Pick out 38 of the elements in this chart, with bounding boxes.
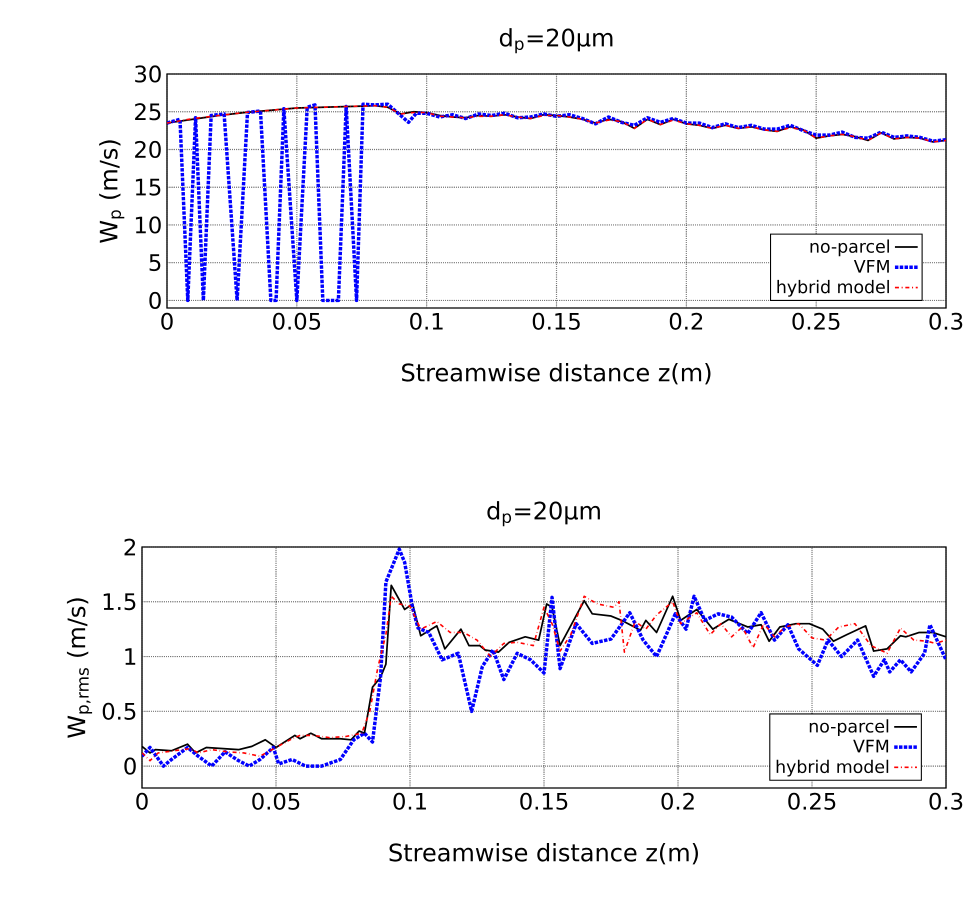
x-tick-label: 0.1 — [393, 792, 426, 810]
y-tick-label: 10 — [136, 216, 161, 234]
x-tick-label: 0.25 — [792, 312, 840, 330]
x-tick-label: 0 — [161, 312, 173, 330]
chart-title: d$_{p}$=20µm — [500, 28, 612, 54]
y-tick-label: 15 — [136, 178, 160, 196]
legend-label: hybrid model — [777, 280, 889, 297]
y-tick-label: 30 — [135, 65, 161, 83]
legend-label: no-parcel — [810, 239, 889, 256]
chart-title: d$_{p}$=20µm — [487, 501, 600, 526]
legend-label: VFM — [853, 740, 888, 752]
x-tick-label: 0.2 — [661, 792, 694, 810]
y-tick-label: 5 — [150, 254, 160, 272]
y-tick-label: 1 — [125, 648, 136, 665]
y-tick-label: 25 — [135, 103, 160, 120]
y-axis-title: W$_{p}$ (m/s) — [99, 140, 124, 243]
x-tick-label: 0.05 — [252, 792, 300, 810]
x-tick-label: 0.2 — [670, 312, 702, 330]
x-tick-label: 0.3 — [929, 312, 962, 330]
x-tick-label: 0.05 — [273, 312, 320, 330]
y-tick-label: 0 — [149, 292, 161, 310]
x-axis-title: Streamwise distance z(m) — [390, 843, 698, 864]
legend-label: VFM — [854, 260, 889, 273]
x-tick-label: 0.15 — [520, 792, 568, 810]
legend-label: hybrid model — [776, 760, 888, 776]
legend-label: no-parcel — [810, 719, 888, 736]
y-tick-label: 20 — [135, 140, 161, 158]
y-tick-label: 1.5 — [104, 593, 136, 610]
y-tick-label: 2 — [124, 538, 136, 556]
y-tick-label: 0.5 — [102, 702, 136, 720]
x-tick-label: 0.3 — [929, 792, 962, 810]
line-series — [167, 102, 946, 302]
x-tick-label: 0.1 — [410, 312, 443, 330]
y-tick-label: 0 — [124, 758, 136, 775]
x-axis-title: Streamwise distance z(m) — [402, 363, 710, 384]
x-tick-label: 0.25 — [788, 792, 836, 810]
x-tick-label: 0.15 — [532, 312, 580, 330]
y-axis-title: W$_{p,rms}$ (m/s) — [66, 598, 92, 738]
